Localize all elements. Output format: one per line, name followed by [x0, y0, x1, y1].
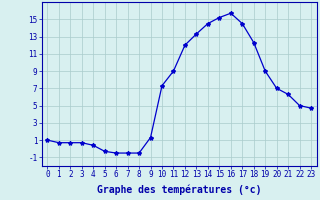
X-axis label: Graphe des températures (°c): Graphe des températures (°c): [97, 185, 261, 195]
